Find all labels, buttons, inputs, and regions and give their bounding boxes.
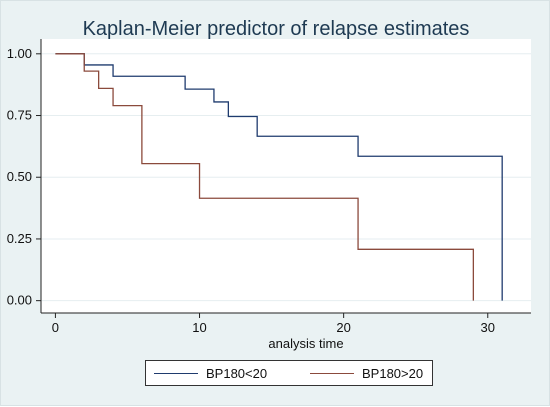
y-tick-label-0: 0.00 xyxy=(7,293,32,308)
y-tick-label-4: 1.00 xyxy=(7,46,32,61)
y-tick-label-2: 0.50 xyxy=(7,169,32,184)
km-curve-BP180>20 xyxy=(55,53,475,301)
legend: BP180<20 BP180>20 xyxy=(145,360,433,386)
y-tick-label-3: 0.75 xyxy=(7,108,32,123)
legend-label-series-2: BP180>20 xyxy=(362,366,424,381)
plot-area xyxy=(41,39,531,313)
chart-title: Kaplan-Meier predictor of relapse estima… xyxy=(82,18,470,40)
x-axis-label: analysis time xyxy=(268,336,343,351)
km-curve-BP180<20 xyxy=(55,53,503,301)
legend-item-series-1: BP180<20 xyxy=(154,366,267,381)
legend-item-series-2: BP180>20 xyxy=(310,366,423,381)
y-tick-label-1: 0.25 xyxy=(7,231,32,246)
x-tick-label-0: 0 xyxy=(52,320,59,335)
legend-swatch-series-1 xyxy=(154,373,198,374)
x-tick-label-2: 20 xyxy=(336,320,350,335)
x-tick-label-3: 30 xyxy=(481,320,495,335)
legend-swatch-series-2 xyxy=(310,373,354,374)
legend-label-series-1: BP180<20 xyxy=(206,366,268,381)
x-tick-label-1: 10 xyxy=(192,320,206,335)
